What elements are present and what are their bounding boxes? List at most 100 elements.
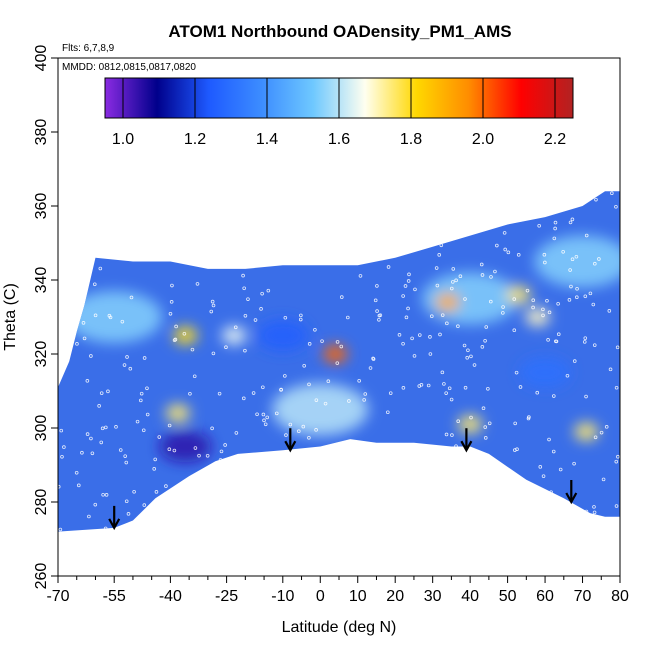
sample-point [377,313,382,318]
sample-point [75,342,79,346]
sample-point [172,448,177,453]
sample-point [335,361,340,365]
sample-point [507,471,511,476]
sample-point [592,510,597,515]
sample-point [567,298,572,302]
sample-point [435,283,440,288]
sample-point [463,224,467,228]
sample-point [345,473,350,478]
sample-point [82,336,87,341]
sample-point [141,214,146,219]
sample-point [458,274,463,279]
sample-point [541,474,546,478]
colorbar-tick-label: 2.2 [544,131,566,148]
sample-point [262,418,266,423]
sample-point [404,315,409,320]
sample-point [478,520,482,525]
sample-point [502,231,507,235]
sample-point [118,216,122,221]
sample-point [465,355,470,360]
sample-point [261,412,266,417]
sample-point [341,525,346,529]
sample-point [512,297,517,301]
sample-point [478,486,482,490]
arrow-marker [460,428,473,453]
sample-point [593,261,597,266]
sample-point [62,445,66,449]
sample-point [442,382,446,386]
sample-point [301,424,306,429]
sample-point [260,291,264,296]
y-tick-label: 400 [33,45,50,72]
sample-point [553,220,558,225]
sample-point [593,435,598,440]
arrow-marker [565,480,578,505]
sample-point [316,194,321,199]
sample-point [265,415,270,420]
sample-point [375,309,379,313]
sample-point [513,448,517,452]
sample-point [445,224,450,228]
field-region [534,235,620,288]
x-tick-label: 60 [536,588,554,605]
sample-point [241,396,246,401]
field-region [506,285,531,304]
sample-point [588,291,593,296]
sample-point [513,421,517,426]
sample-point [547,437,551,442]
sample-point [302,461,306,466]
sample-point [98,266,103,271]
field-region [435,293,460,312]
sample-point [402,451,407,455]
y-tick-label: 280 [33,489,50,516]
sample-point [503,247,508,252]
sample-point [518,385,523,389]
sample-point [318,529,322,532]
sample-point [279,522,284,527]
sample-point [579,191,583,194]
x-tick-label: 40 [461,588,479,605]
sample-point [545,298,549,303]
sample-point [582,340,587,344]
sample-point [592,505,596,509]
sample-point [401,294,405,298]
field-region [458,415,483,434]
sample-point [72,243,76,248]
colorbar-tick-label: 1.4 [256,131,278,148]
x-tick-label: 20 [386,588,404,605]
sample-point [568,268,572,272]
field-region [525,308,550,326]
sample-point [365,230,370,235]
sample-point [506,250,511,255]
x-tick-label: -40 [159,588,182,605]
sample-point [68,223,72,228]
sample-point [386,265,391,269]
sample-point [233,325,238,330]
sample-point [190,347,195,352]
field-region [173,326,198,345]
sample-point [440,313,445,317]
sample-point [229,216,233,220]
sample-point [375,284,379,288]
sample-point [463,385,468,390]
sample-point [463,297,467,301]
sample-point [219,449,224,454]
sample-point [570,217,575,222]
sample-point [572,461,576,466]
sample-point [469,415,473,420]
sample-point [336,234,340,239]
sample-point [139,391,144,396]
sample-point [197,453,201,458]
colorbar-tick-label: 1.2 [184,131,206,148]
sample-point [87,514,91,519]
sample-point [234,431,239,435]
sample-point [556,301,560,306]
sample-point [464,220,469,225]
sample-point [288,498,293,503]
sample-point [489,299,493,304]
sample-point [486,386,490,391]
x-tick-label: -10 [271,588,294,605]
sample-point [428,335,432,339]
sample-point [337,446,341,451]
sample-point [444,391,448,395]
